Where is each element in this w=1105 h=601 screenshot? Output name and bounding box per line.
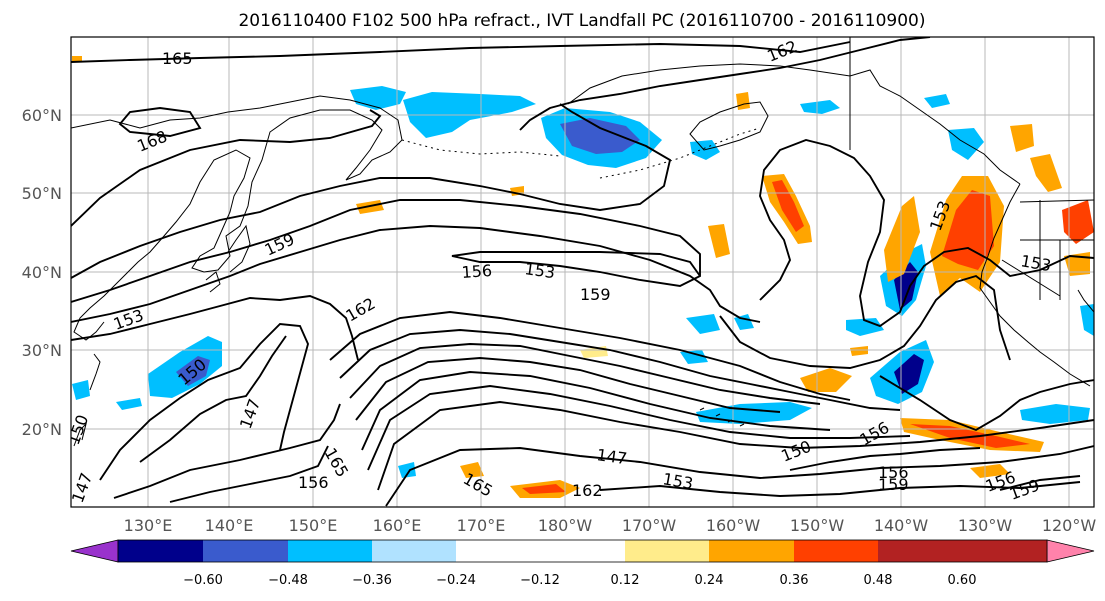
- colorbar-cell: [794, 540, 878, 562]
- lon-label: 130°W: [958, 516, 1013, 535]
- colorbar-cell: [456, 540, 625, 562]
- lon-label: 140°W: [874, 516, 929, 535]
- contour-label: 159: [580, 285, 611, 304]
- colorbar-tick-label: −0.60: [183, 573, 223, 588]
- lon-label: 150°W: [790, 516, 845, 535]
- colorbar-cell: [118, 540, 203, 562]
- colorbar-tick-label: 0.60: [948, 573, 977, 588]
- contour-label: 156: [298, 473, 329, 492]
- latitude-axis: 60°N 50°N 40°N 30°N 20°N: [22, 106, 62, 439]
- colorbar-tick-label: −0.48: [268, 573, 308, 588]
- lat-label: 50°N: [22, 184, 62, 203]
- contour-label: 162: [572, 481, 603, 500]
- map-frame: [70, 36, 1095, 508]
- lon-label: 140°E: [205, 516, 254, 535]
- lon-label: 120°W: [1042, 516, 1097, 535]
- colorbar-tick-label: 0.12: [611, 573, 640, 588]
- colorbar-max-extension: [1046, 539, 1095, 563]
- figure-title: 2016110400 F102 500 hPa refract., IVT La…: [238, 11, 925, 31]
- colorbar-cells: [118, 540, 1047, 562]
- colorbar-cell: [372, 540, 456, 562]
- contour-label: 156: [461, 261, 493, 282]
- lon-label: 160°E: [373, 516, 422, 535]
- contour-label: 153: [523, 259, 556, 282]
- graticule: [71, 37, 1094, 507]
- contour-label: 165: [162, 49, 193, 68]
- contour-label: 159: [878, 475, 909, 494]
- lon-label: 170°E: [457, 516, 506, 535]
- lon-label: 170°W: [622, 516, 677, 535]
- colorbar-cell: [625, 540, 709, 562]
- lat-label: 30°N: [22, 341, 62, 360]
- colorbar-tick-label: −0.36: [352, 573, 392, 588]
- colorbar-cell: [709, 540, 794, 562]
- lon-label: 150°E: [289, 516, 338, 535]
- colorbar: −0.60 −0.48 −0.36 −0.24 −0.12 0.12 0.24 …: [70, 539, 1095, 588]
- colorbar-tick-label: 0.36: [780, 573, 809, 588]
- colorbar-cell: [288, 540, 372, 562]
- contour-label: 147: [595, 445, 628, 468]
- lat-label: 20°N: [22, 420, 62, 439]
- lon-label: 160°W: [706, 516, 761, 535]
- colorbar-tick-label: −0.24: [436, 573, 476, 588]
- lon-label: 180°W: [538, 516, 593, 535]
- lat-label: 40°N: [22, 263, 62, 282]
- longitude-axis: 130°E 140°E 150°E 160°E 170°E 180°W 170°…: [124, 516, 1097, 535]
- lon-label: 130°E: [124, 516, 173, 535]
- colorbar-ticks: −0.60 −0.48 −0.36 −0.24 −0.12 0.12 0.24 …: [183, 573, 976, 588]
- coastlines: [71, 37, 1094, 447]
- colorbar-frame: [117, 539, 1048, 563]
- colorbar-min-extension: [70, 539, 119, 563]
- colorbar-cell: [203, 540, 288, 562]
- contour-label: 156: [878, 463, 909, 482]
- colorbar-cell: [878, 540, 1047, 562]
- colorbar-tick-label: −0.12: [520, 573, 560, 588]
- colorbar-tick-label: 0.48: [864, 573, 893, 588]
- shaded-regions: [72, 56, 1094, 498]
- lat-label: 60°N: [22, 106, 62, 125]
- colorbar-tick-label: 0.24: [695, 573, 724, 588]
- refractivity-contours: [71, 37, 1094, 507]
